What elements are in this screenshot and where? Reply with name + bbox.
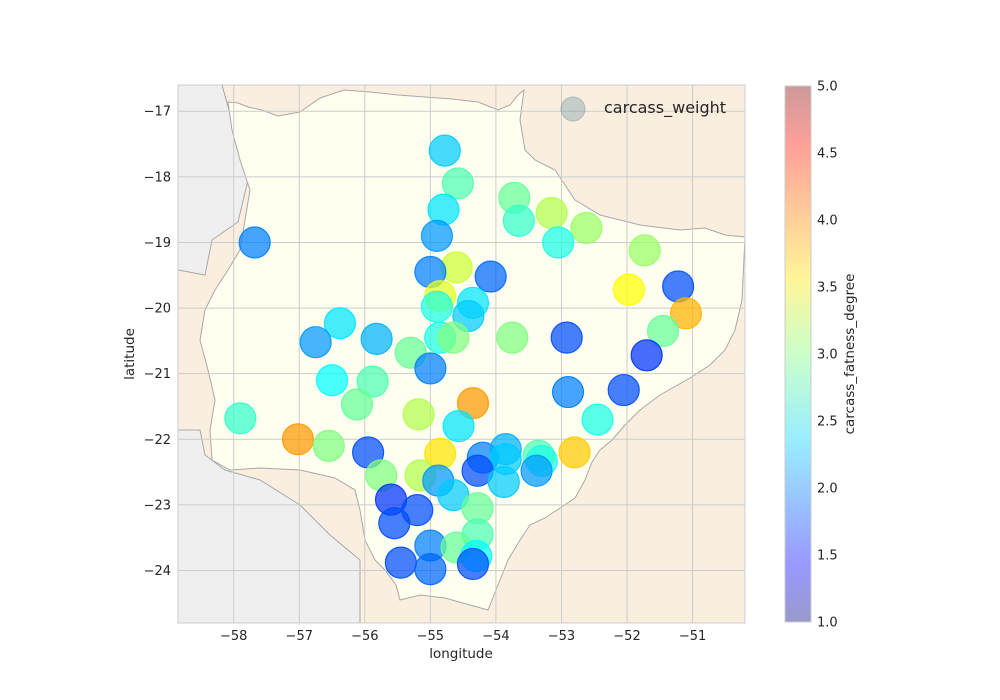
y-tick-label: −17 <box>144 105 171 120</box>
data-point <box>646 314 680 348</box>
colorbar: 1.0 1.5 2.0 2.5 3.0 3.5 4.0 4.5 5.0 carcass_fatn… <box>784 80 858 631</box>
data-point <box>312 429 345 462</box>
colorbar-ticks: 1.0 1.5 2.0 2.5 3.0 3.5 4.0 4.5 5.0 <box>817 80 838 631</box>
data-point <box>437 321 470 354</box>
data-point <box>487 465 520 499</box>
colorbar-tick-label: 4.0 <box>817 214 838 229</box>
x-tick-label: −57 <box>286 629 313 644</box>
x-tick-label: −51 <box>679 629 706 644</box>
data-point <box>551 375 585 409</box>
data-point <box>612 273 646 306</box>
data-point <box>581 403 614 436</box>
data-point <box>456 387 490 420</box>
data-point <box>340 388 374 421</box>
data-point <box>520 454 553 487</box>
legend-label: carcass_weight <box>604 98 726 118</box>
data-point <box>420 219 454 253</box>
x-tick-label: −56 <box>351 629 378 644</box>
data-point <box>378 507 411 540</box>
data-point <box>550 321 583 354</box>
y-tick-label: −19 <box>144 236 171 251</box>
colorbar-tick-label: 4.5 <box>817 147 838 162</box>
plot-frame <box>177 84 746 624</box>
data-point <box>360 322 393 356</box>
y-axis-label: latitude <box>122 328 138 380</box>
colorbar-tick-label: 3.5 <box>817 281 838 296</box>
x-tick-label: −52 <box>613 629 640 644</box>
data-point <box>558 436 591 469</box>
data-point <box>384 546 417 579</box>
state-region-map <box>199 88 745 611</box>
colorbar-tick-label: 5.0 <box>817 80 838 95</box>
y-axis: −17 −18 −19 −20 −21 −22 −23 −24 <box>144 105 171 579</box>
colorbar-label: carcass_fatness_degree <box>842 274 858 435</box>
data-point <box>535 196 568 230</box>
x-tick-label: −54 <box>482 629 509 644</box>
data-point <box>496 321 529 354</box>
x-tick-label: −55 <box>417 629 444 644</box>
data-point <box>315 364 349 397</box>
legend: carcass_weight <box>560 96 726 122</box>
data-point <box>299 326 332 359</box>
x-axis: −58 −57 −56 −55 −54 −53 −52 −51 <box>220 629 706 644</box>
data-point <box>281 423 315 456</box>
x-tick-label: −53 <box>548 629 575 644</box>
x-axis-label: longitude <box>429 646 493 662</box>
colorbar-tick-label: 3.0 <box>817 348 838 363</box>
data-point <box>662 270 695 303</box>
y-tick-label: −23 <box>144 498 171 513</box>
data-point <box>402 398 435 431</box>
data-point <box>542 226 575 259</box>
data-point <box>502 204 535 237</box>
data-point <box>474 260 507 293</box>
y-tick-label: −22 <box>144 433 171 448</box>
data-points <box>224 134 703 586</box>
colorbar-gradient <box>785 86 811 622</box>
y-tick-label: −20 <box>144 302 171 317</box>
data-point <box>414 553 447 586</box>
data-point <box>570 211 603 245</box>
colorbar-tick-label: 1.0 <box>817 616 838 631</box>
data-point <box>607 373 640 407</box>
data-point <box>669 297 703 330</box>
y-tick-label: −21 <box>144 367 171 382</box>
data-point <box>323 307 357 340</box>
colorbar-tick-label: 2.0 <box>817 482 838 497</box>
data-point <box>414 352 447 385</box>
data-point <box>224 402 257 435</box>
data-point <box>428 134 461 167</box>
data-point <box>420 290 454 323</box>
colorbar-tick-label: 2.5 <box>817 415 838 430</box>
data-point <box>441 167 474 200</box>
colorbar-tick-label: 1.5 <box>817 549 838 564</box>
legend-marker <box>560 96 586 122</box>
data-point <box>442 410 475 443</box>
y-tick-label: −18 <box>144 170 171 185</box>
x-tick-label: −58 <box>220 629 247 644</box>
data-point <box>356 365 389 398</box>
colorbar-frame <box>784 85 812 623</box>
data-point <box>238 226 271 259</box>
y-tick-label: −24 <box>144 564 171 579</box>
data-point <box>628 234 661 267</box>
data-point <box>630 339 663 372</box>
data-point <box>456 547 490 581</box>
